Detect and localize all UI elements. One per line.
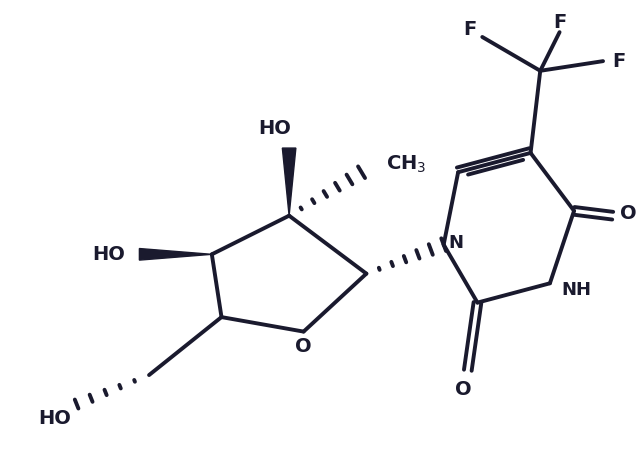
Text: HO: HO bbox=[258, 119, 291, 138]
Text: O: O bbox=[295, 337, 312, 356]
Text: N: N bbox=[449, 234, 463, 252]
Text: NH: NH bbox=[561, 281, 591, 299]
Text: O: O bbox=[454, 380, 471, 399]
Text: HO: HO bbox=[38, 409, 71, 428]
Text: F: F bbox=[553, 13, 566, 32]
Text: O: O bbox=[620, 204, 637, 223]
Text: F: F bbox=[612, 52, 626, 70]
Polygon shape bbox=[140, 249, 212, 260]
Text: HO: HO bbox=[92, 245, 125, 264]
Text: CH$_3$: CH$_3$ bbox=[386, 154, 426, 175]
Text: F: F bbox=[463, 20, 476, 39]
Polygon shape bbox=[282, 148, 296, 216]
